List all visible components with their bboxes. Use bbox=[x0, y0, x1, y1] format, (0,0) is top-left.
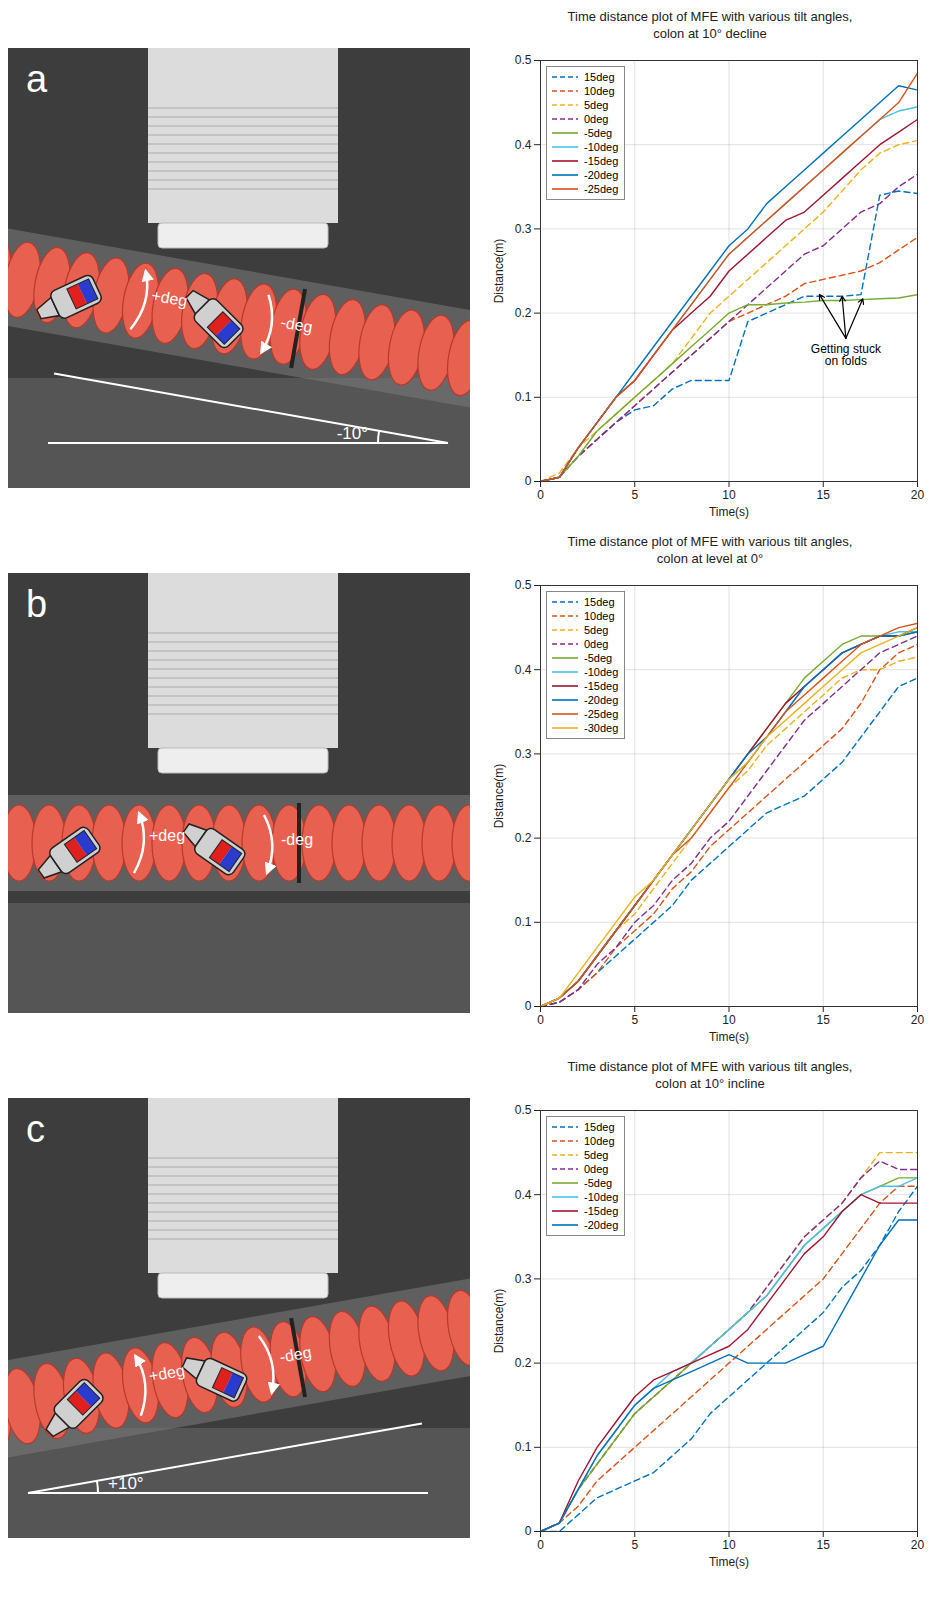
html-text:-5deg: -5deg bbox=[584, 652, 613, 664]
html-text:0deg: 0deg bbox=[584, 1163, 609, 1175]
svg-text:15: 15 bbox=[817, 1013, 831, 1027]
svg-text:b: b bbox=[26, 583, 47, 625]
html-text:-10deg: -10deg bbox=[584, 1191, 619, 1203]
html-text:-5deg: -5deg bbox=[584, 127, 613, 139]
html-text:-15deg: -15deg bbox=[584, 155, 619, 167]
html-text:-25deg: -25deg bbox=[584, 708, 619, 720]
svg-text:c: c bbox=[26, 1108, 45, 1150]
svg-text:a: a bbox=[26, 58, 48, 100]
html-text:-15deg: -15deg bbox=[584, 680, 619, 692]
svg-text:0.4: 0.4 bbox=[515, 138, 532, 152]
svg-text:Distance(m): Distance(m) bbox=[492, 239, 506, 304]
svg-text:0: 0 bbox=[537, 488, 544, 502]
svg-text:+deg: +deg bbox=[150, 287, 188, 310]
svg-text:20: 20 bbox=[911, 1538, 925, 1552]
svg-text:0: 0 bbox=[525, 1524, 532, 1538]
svg-text:0: 0 bbox=[525, 999, 532, 1013]
svg-text:5: 5 bbox=[631, 1013, 638, 1027]
svg-text:0: 0 bbox=[525, 474, 532, 488]
svg-text:-deg: -deg bbox=[278, 1343, 312, 1365]
svg-text:0.4: 0.4 bbox=[515, 663, 532, 677]
html-text:10deg: 10deg bbox=[584, 1135, 615, 1147]
html-text:Time distance plot of MFE with: Time distance plot of MFE with various t… bbox=[567, 9, 853, 41]
svg-text:15: 15 bbox=[817, 488, 831, 502]
svg-text:Distance(m): Distance(m) bbox=[492, 764, 506, 829]
html-text:-20deg: -20deg bbox=[584, 694, 619, 706]
html-text:-30deg: -30deg bbox=[584, 722, 619, 734]
svg-text:10: 10 bbox=[722, 488, 736, 502]
svg-text:5: 5 bbox=[631, 1538, 638, 1552]
html-text:10deg: 10deg bbox=[584, 85, 615, 97]
svg-text:Time(s): Time(s) bbox=[709, 1030, 749, 1044]
svg-text:0.2: 0.2 bbox=[515, 1356, 532, 1370]
html-text:-15deg: -15deg bbox=[584, 1205, 619, 1217]
html-text:5deg: 5deg bbox=[584, 624, 609, 636]
svg-text:Time(s): Time(s) bbox=[709, 505, 749, 519]
svg-text:20: 20 bbox=[911, 1013, 925, 1027]
html-text:Time distance plot of MFE with: Time distance plot of MFE with various t… bbox=[567, 1059, 853, 1091]
svg-text:0.3: 0.3 bbox=[515, 222, 532, 236]
svg-text:Distance(m): Distance(m) bbox=[492, 1289, 506, 1354]
svg-text:Time(s): Time(s) bbox=[709, 1555, 749, 1569]
html-text:0deg: 0deg bbox=[584, 113, 609, 125]
svg-text:0: 0 bbox=[537, 1013, 544, 1027]
svg-text:10: 10 bbox=[722, 1538, 736, 1552]
html-text:-20deg: -20deg bbox=[584, 169, 619, 181]
svg-text:0.5: 0.5 bbox=[515, 1103, 532, 1117]
svg-text:Getting stuckon folds: Getting stuckon folds bbox=[811, 342, 882, 368]
html-text:5deg: 5deg bbox=[584, 1149, 609, 1161]
html-text:15deg: 15deg bbox=[584, 71, 615, 83]
html-text:10deg: 10deg bbox=[584, 610, 615, 622]
svg-text:10: 10 bbox=[722, 1013, 736, 1027]
svg-text:0.3: 0.3 bbox=[515, 1272, 532, 1286]
html-text:Time distance plot of MFE with: Time distance plot of MFE with various t… bbox=[567, 534, 853, 566]
svg-text:0.4: 0.4 bbox=[515, 1188, 532, 1202]
html-text:5deg: 5deg bbox=[584, 99, 609, 111]
html-text:15deg: 15deg bbox=[584, 596, 615, 608]
html-text:15deg: 15deg bbox=[584, 1121, 615, 1133]
svg-text:0.2: 0.2 bbox=[515, 306, 532, 320]
svg-text:-10°: -10° bbox=[337, 424, 368, 443]
html-text:0deg: 0deg bbox=[584, 638, 609, 650]
svg-text:+10°: +10° bbox=[108, 1474, 144, 1493]
svg-text:0.1: 0.1 bbox=[515, 1440, 532, 1454]
svg-text:5: 5 bbox=[631, 488, 638, 502]
html-text:-5deg: -5deg bbox=[584, 1177, 613, 1189]
svg-text:0.3: 0.3 bbox=[515, 747, 532, 761]
html-text:-10deg: -10deg bbox=[584, 666, 619, 678]
svg-text:-deg: -deg bbox=[279, 313, 313, 335]
svg-text:0.5: 0.5 bbox=[515, 578, 532, 592]
svg-text:20: 20 bbox=[911, 488, 925, 502]
svg-text:-deg: -deg bbox=[281, 831, 313, 848]
svg-text:15: 15 bbox=[817, 1538, 831, 1552]
svg-text:0.1: 0.1 bbox=[515, 390, 532, 404]
svg-text:+deg: +deg bbox=[149, 827, 185, 844]
html-text:-10deg: -10deg bbox=[584, 141, 619, 153]
svg-text:0.1: 0.1 bbox=[515, 915, 532, 929]
svg-text:+deg: +deg bbox=[148, 1362, 186, 1385]
svg-text:0.5: 0.5 bbox=[515, 53, 532, 67]
html-text:-20deg: -20deg bbox=[584, 1219, 619, 1231]
svg-text:0: 0 bbox=[537, 1538, 544, 1552]
svg-text:0.2: 0.2 bbox=[515, 831, 532, 845]
html-text:-25deg: -25deg bbox=[584, 183, 619, 195]
